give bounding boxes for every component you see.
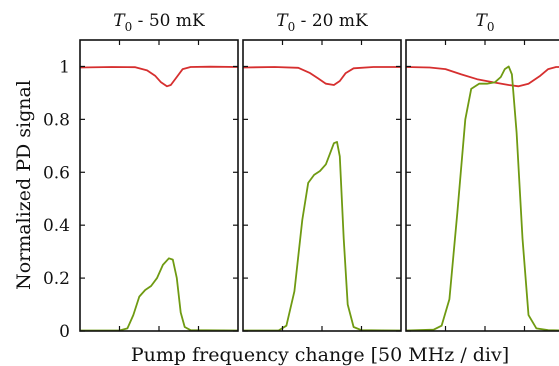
- title-rest: - 50 mK: [132, 11, 205, 31]
- title-symbol: T: [476, 11, 489, 31]
- title-symbol: T: [113, 11, 126, 31]
- panel-2-frame: [242, 39, 402, 332]
- panel-1-series-2: [80, 257, 238, 331]
- title-subscript: 0: [487, 20, 495, 34]
- panel-3-series-1: [406, 66, 559, 88]
- panel-1-title: T0 - 50 mK: [113, 11, 205, 34]
- y-tick-label: 1: [59, 57, 70, 77]
- y-tick-label: 0.4: [43, 216, 70, 236]
- panel-2-series-1: [243, 66, 401, 86]
- panel-3: T0: [405, 11, 559, 332]
- y-tick-label: 0.8: [43, 110, 70, 130]
- y-axis-ticks: 0 0.2 0.4 0.6 0.8 1: [43, 57, 70, 342]
- panel-1-series-1: [80, 65, 238, 88]
- title-rest: - 20 mK: [295, 11, 368, 31]
- y-tick-label: 0: [59, 322, 70, 342]
- panels: T0 - 50 mK T0 - 20 mK T0: [79, 11, 559, 332]
- y-tick-label: 0.2: [43, 269, 70, 289]
- panel-3-title: T0: [476, 11, 495, 34]
- panel-2: T0 - 20 mK: [242, 11, 402, 332]
- panel-2-title: T0 - 20 mK: [276, 11, 368, 34]
- panel-1: T0 - 50 mK: [79, 11, 239, 332]
- x-axis-label: Pump frequency change [50 MHz / div]: [131, 344, 509, 366]
- panel-1-frame: [79, 39, 239, 332]
- panel-3-series-2: [406, 65, 559, 331]
- title-symbol: T: [276, 11, 289, 31]
- y-axis-label: Normalized PD signal: [13, 80, 35, 290]
- title-subscript: 0: [288, 20, 296, 34]
- panel-2-series-2: [243, 141, 401, 331]
- y-tick-label: 0.6: [43, 163, 70, 183]
- title-subscript: 0: [125, 20, 133, 34]
